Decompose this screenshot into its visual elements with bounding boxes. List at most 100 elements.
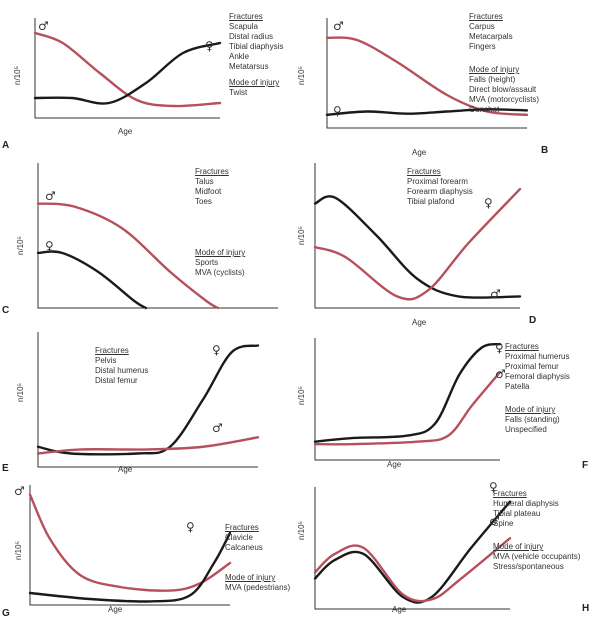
series-label-0: ♀ [212,343,221,357]
fracture-item: Distal femur [95,376,138,385]
y-axis-label: n/10⁵ [16,383,25,402]
series-label-1: ♂ [495,367,506,381]
x-axis-label: Age [392,605,407,614]
y-axis-label: n/10⁵ [297,66,306,85]
mode-item: MVA (vehicle occupants) [493,552,581,561]
x-axis-label: Age [118,127,133,136]
series-label-1: ♀ [45,239,54,253]
fracture-item: Toes [195,197,212,206]
mode-heading: Mode of injury [505,405,556,414]
series-line-1 [33,41,222,105]
fracture-item: Ankle [229,52,250,61]
fractures-heading: Fractures [505,342,539,351]
fracture-item: Calcaneus [225,543,263,552]
x-axis-label: Age [108,605,123,614]
panel-letter: D [529,315,537,326]
fracture-item: Patella [505,382,530,391]
panel-letter: G [2,608,10,619]
chart-svg [325,18,529,129]
series-line-1 [36,436,260,455]
panel-letter: E [2,463,9,474]
fracture-item: Proximal forearm [407,177,468,186]
mode-item: Falls (standing) [505,415,560,424]
series-line-1 [325,108,529,116]
chart-svg [36,163,278,310]
fracture-item: Carpus [469,22,495,31]
y-axis-label: n/10⁵ [14,541,23,560]
mode-heading: Mode of injury [469,65,520,74]
series-label-0: ♂ [333,19,344,33]
y-axis-label: n/10⁵ [297,521,306,540]
series-label-1: ♀ [186,520,195,534]
series-label-0: ♀ [489,480,498,494]
series-label-1: ♂ [489,514,500,528]
fracture-item: Spine [493,519,514,528]
fracture-item: Tibial plateau [493,509,541,518]
x-axis-label: Age [412,318,427,327]
y-axis-label: n/10⁵ [297,386,306,405]
series-line-1 [313,370,502,446]
chart-svg [28,485,232,606]
fracture-item: Distal radius [229,32,274,41]
series-line-1 [36,250,148,310]
mode-item: Direct blow/assault [469,85,537,94]
series-label-0: ♀ [495,341,504,355]
fracture-item: Tibial diaphysis [229,42,284,51]
fracture-item: Distal humerus [95,366,149,375]
fracture-item: Forearm diaphysis [407,187,473,196]
panel-letter: C [2,305,10,316]
series-line-1 [28,531,232,603]
axis-lines [314,163,520,309]
series-line-0 [325,36,529,116]
mode-item: Falls (height) [469,75,516,84]
axis-lines [326,18,527,129]
y-axis-label: n/10⁵ [297,226,306,245]
series-label-0: ♂ [45,189,56,203]
panel-letter: H [582,603,590,614]
axis-lines [37,332,258,468]
fracture-item: Proximal humerus [505,352,570,361]
series-line-0 [313,500,512,604]
fracture-item: Humeral diaphysis [493,499,559,508]
mode-item: Sports [195,258,219,267]
fractures-heading: Fractures [95,346,129,355]
fracture-item: Tibial plafond [407,197,455,206]
fracture-item: Pelvis [95,356,117,365]
y-axis-label: n/10⁵ [13,66,22,85]
series-line-1 [313,187,522,301]
fracture-item: Femoral diaphysis [505,372,570,381]
series-line-0 [33,31,222,108]
series-label-0: ♂ [14,484,25,498]
mode-heading: Mode of injury [225,573,276,582]
series-label-1: ♂ [212,421,223,435]
series-line-0 [36,202,220,310]
mode-heading: Mode of injury [493,542,544,551]
fracture-item: Proximal femur [505,362,559,371]
y-axis-label: n/10⁵ [16,236,25,255]
series-line-0 [36,344,260,456]
chart-svg [313,163,522,309]
chart-svg [313,338,502,461]
fractures-heading: Fractures [195,167,229,176]
chart-svg [313,487,512,610]
x-axis-label: Age [118,465,133,474]
fractures-heading: Fractures [229,12,263,21]
chart-svg [36,332,260,468]
mode-item: Twist [229,88,248,97]
axis-lines [29,485,230,606]
mode-item: MVA (motorcyclists) [469,95,540,104]
mode-heading: Mode of injury [195,248,246,257]
x-axis-label: Age [387,460,402,469]
series-line-0 [313,195,522,299]
fractures-heading: Fractures [407,167,441,176]
axis-lines [37,163,278,309]
fractures-heading: Fractures [225,523,259,532]
